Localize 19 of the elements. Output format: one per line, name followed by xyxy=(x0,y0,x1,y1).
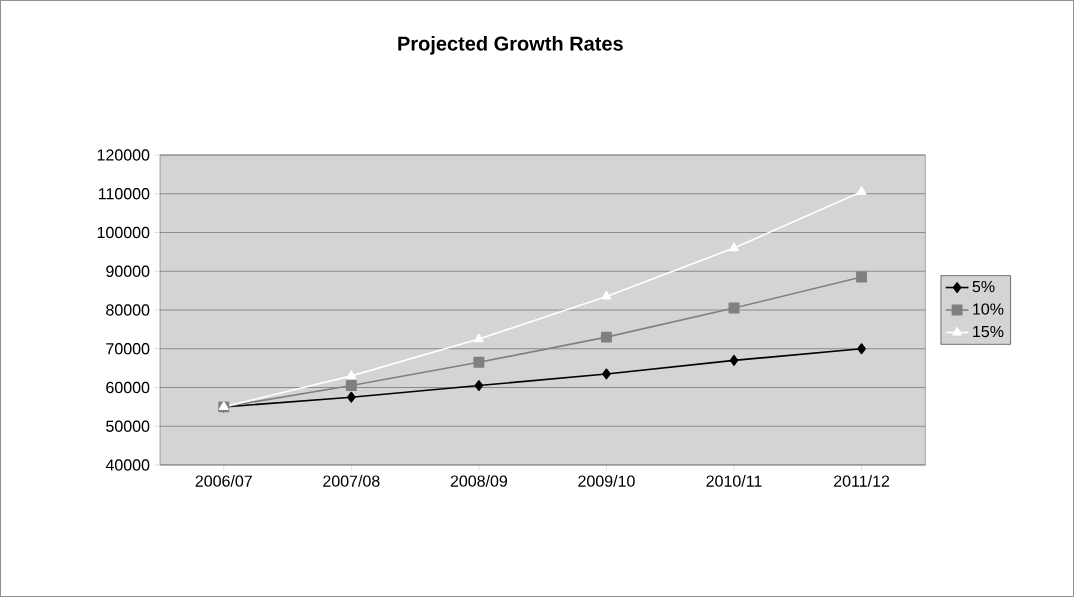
x-tick-label: 2008/09 xyxy=(450,475,508,487)
x-tick-label: 2011/12 xyxy=(834,475,890,487)
y-tick-label: 100000 xyxy=(97,226,150,239)
chart-title: Projected Growth Rates xyxy=(398,36,623,55)
legend-label: 5% xyxy=(972,280,995,293)
y-tick-label: 60000 xyxy=(106,381,150,394)
x-tick-label: 2010/11 xyxy=(706,475,762,487)
legend-label: 15% xyxy=(973,325,1004,338)
y-tick-label: 90000 xyxy=(106,265,150,277)
y-tick-label: 110000 xyxy=(98,188,150,200)
legend-label: 10% xyxy=(973,303,1004,315)
y-tick-label: 50000 xyxy=(106,420,150,432)
y-tick-label: 120000 xyxy=(97,149,150,161)
y-tick-label: 80000 xyxy=(106,304,150,316)
x-tick-label: 2007/08 xyxy=(323,475,380,487)
y-tick-label: 40000 xyxy=(105,459,150,471)
x-tick-label: 2009/10 xyxy=(578,475,635,487)
x-tick-label: 2006/07 xyxy=(195,475,252,487)
y-tick-label: 70000 xyxy=(106,343,150,355)
